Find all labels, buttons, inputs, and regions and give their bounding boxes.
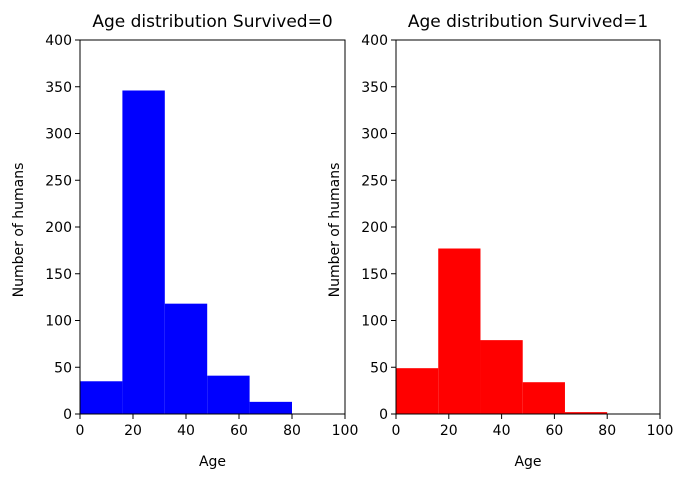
histogram-survived-0: 0 20 40 60 80 100 0 50 100 150 200 250 300 350 400 Age …: [11, 12, 358, 470]
y-tick-label: 300: [361, 127, 388, 143]
y-tick-label: 350: [361, 80, 388, 96]
y-tick-label: 250: [45, 173, 72, 189]
plot-frame: [395, 39, 661, 415]
y-axis-label: Number of humans: [11, 163, 27, 298]
y-tick-label: 350: [45, 80, 72, 96]
bar: [480, 340, 523, 414]
y-tick-label: 400: [361, 33, 388, 49]
bar: [164, 303, 208, 414]
x-tick-label: 80: [283, 423, 301, 439]
y-tick-label: 300: [45, 127, 72, 143]
x-tick-label: 20: [440, 423, 458, 439]
bar: [522, 382, 565, 414]
bar: [80, 381, 123, 414]
x-tick-label: 0: [76, 423, 85, 439]
y-tick-label: 0: [63, 407, 72, 423]
y-tick-label: 50: [370, 360, 388, 376]
x-tick-label: 100: [332, 423, 359, 439]
x-tick-label: 40: [493, 423, 511, 439]
bar: [122, 90, 165, 415]
x-tick-label: 60: [545, 423, 563, 439]
histogram-survived-1: 0 20 40 60 80 100 0 50 100 150 200 250 300 350 400 Age …: [327, 12, 673, 470]
x-axis-label: Age: [199, 454, 226, 470]
y-tick-label: 250: [361, 173, 388, 189]
y-tick-label: 200: [361, 220, 388, 236]
bar: [438, 248, 481, 414]
chart-title: Age distribution Survived=0: [92, 12, 332, 32]
plot-frame: [79, 39, 346, 415]
y-tick-label: 150: [45, 267, 72, 283]
x-tick-label: 0: [392, 423, 401, 439]
y-tick-label: 0: [379, 407, 388, 423]
bar: [564, 412, 608, 414]
bar: [249, 401, 292, 414]
x-tick-label: 60: [230, 423, 248, 439]
y-tick-label: 150: [361, 267, 388, 283]
bar: [207, 375, 250, 414]
x-tick-label: 100: [647, 423, 674, 439]
y-tick-label: 100: [45, 314, 72, 330]
y-axis-label: Number of humans: [327, 163, 343, 298]
bar: [396, 368, 439, 414]
x-tick-label: 20: [124, 423, 142, 439]
y-tick-label: 200: [45, 220, 72, 236]
chart-title: Age distribution Survived=1: [408, 12, 648, 32]
x-tick-label: 80: [598, 423, 616, 439]
x-tick-label: 40: [177, 423, 195, 439]
y-tick-label: 400: [45, 33, 72, 49]
x-axis-label: Age: [514, 454, 541, 470]
y-tick-label: 100: [361, 314, 388, 330]
y-tick-label: 50: [54, 360, 72, 376]
